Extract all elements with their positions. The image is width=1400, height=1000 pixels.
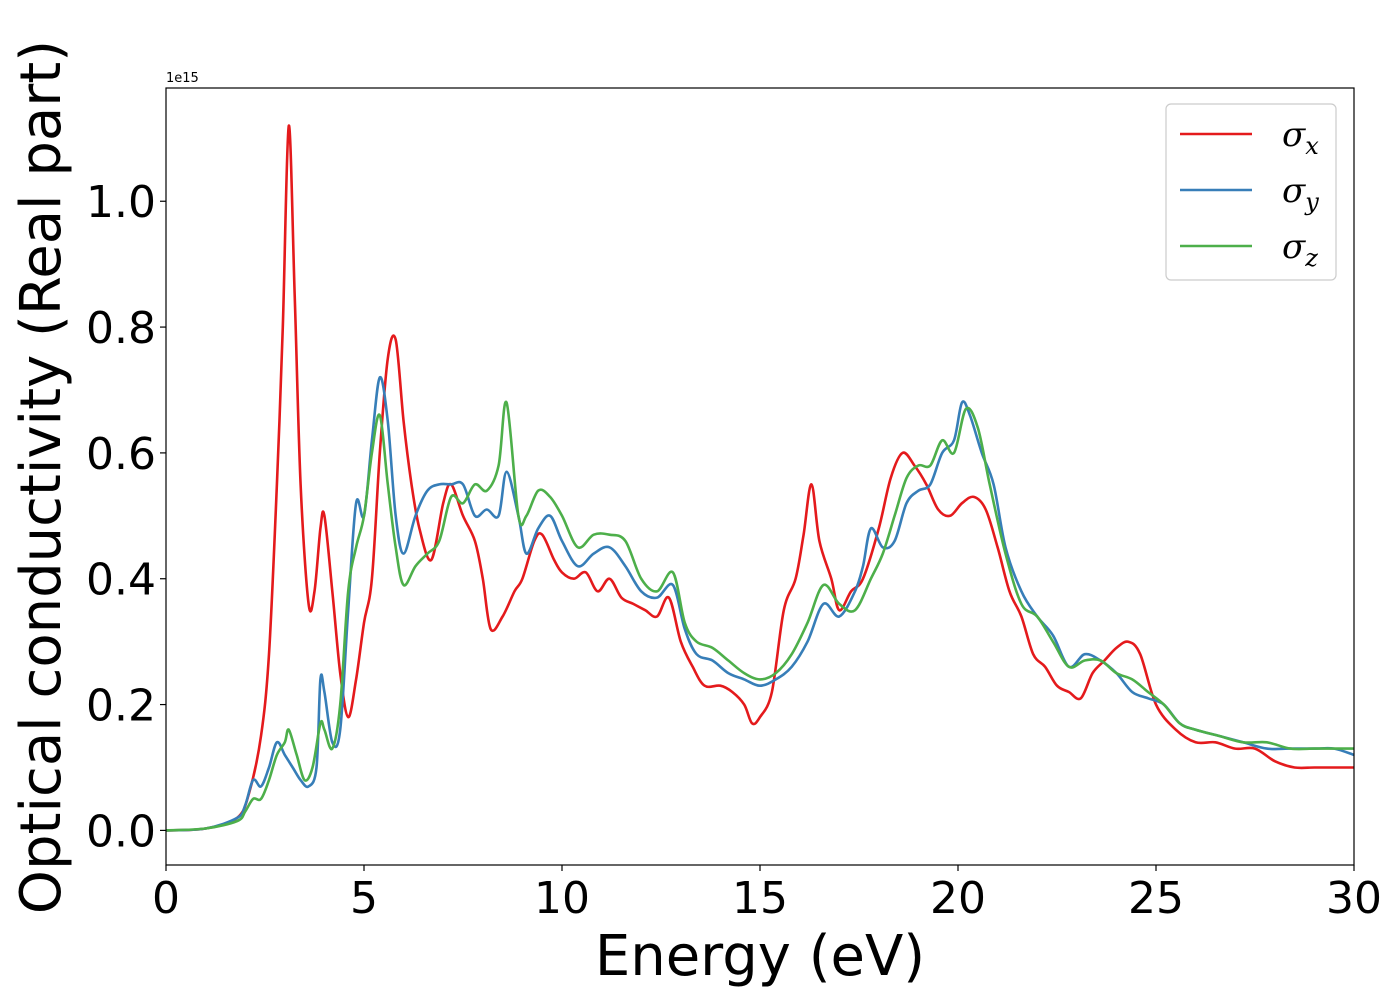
y-tick-label: 0.8 xyxy=(86,303,156,354)
x-axis: 0 5 10 15 20 25 30 xyxy=(152,865,1382,924)
series-line-z xyxy=(165,400,1354,832)
x-tick-label: 5 xyxy=(350,873,378,924)
y-tick-label: 0.0 xyxy=(86,806,156,857)
x-tick-label: 20 xyxy=(930,873,986,924)
x-tick-label: 25 xyxy=(1128,873,1184,924)
series-line-x xyxy=(165,124,1354,832)
y-offset-text: 1e15 xyxy=(166,71,199,86)
series-layer xyxy=(165,124,1355,832)
legend-box xyxy=(1165,103,1337,281)
y-tick-label: 0.4 xyxy=(86,555,156,606)
y-tick-label: 1.0 xyxy=(86,177,156,228)
y-tick-label: 0.6 xyxy=(86,429,156,480)
x-axis-title: Energy (eV) xyxy=(595,924,925,989)
x-tick-label: 0 xyxy=(152,873,180,924)
x-tick-label: 30 xyxy=(1326,873,1382,924)
plot-background xyxy=(166,88,1354,865)
y-axis-title: Optical conductivity (Real part) xyxy=(9,40,74,914)
x-tick-label: 10 xyxy=(534,873,590,924)
y-tick-label: 0.2 xyxy=(86,681,156,732)
x-tick-label: 15 xyxy=(732,873,788,924)
y-axis: 0.0 0.2 0.4 0.6 0.8 1.0 xyxy=(86,177,166,857)
